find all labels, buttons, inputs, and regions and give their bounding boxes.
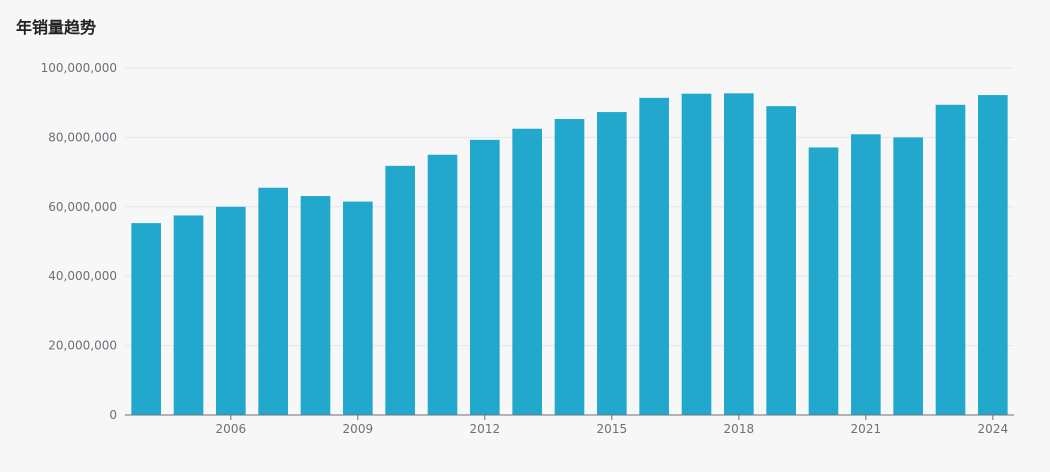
x-tick-label: 2021 xyxy=(851,422,882,436)
bar-2024 xyxy=(978,95,1008,415)
bar-2011 xyxy=(427,154,458,415)
x-tick-label: 2012 xyxy=(470,422,501,436)
bar-2005 xyxy=(173,215,204,415)
y-tick-label: 100,000,000 xyxy=(41,61,117,75)
x-tick-label: 2018 xyxy=(724,422,755,436)
y-tick-label: 0 xyxy=(109,408,117,422)
y-tick-label: 60,000,000 xyxy=(48,200,117,214)
y-tick-label: 80,000,000 xyxy=(48,130,117,144)
bar-2004 xyxy=(131,223,161,415)
bar-2019 xyxy=(766,106,796,416)
chart-title: 年销量趋势 xyxy=(16,18,97,37)
bar-2015 xyxy=(597,112,627,415)
x-tick-label: 2024 xyxy=(978,422,1009,436)
x-tick-label: 2015 xyxy=(597,422,628,436)
y-tick-label: 20,000,000 xyxy=(48,339,117,353)
x-tick-label: 2009 xyxy=(343,422,374,436)
x-tick-label: 2006 xyxy=(216,422,247,436)
bar-2012 xyxy=(470,139,500,416)
bar-2021 xyxy=(851,134,881,416)
y-tick-label: 40,000,000 xyxy=(48,269,117,283)
bar-2020 xyxy=(808,147,839,415)
bar-2022 xyxy=(893,137,923,415)
bar-2010 xyxy=(385,165,415,415)
bar-2007 xyxy=(258,187,288,415)
bar-2009 xyxy=(343,201,373,415)
bar-2006 xyxy=(216,206,246,415)
bar-2017 xyxy=(681,93,712,415)
bar-2018 xyxy=(724,93,754,416)
bar-2013 xyxy=(512,128,542,415)
bar-2008 xyxy=(300,196,331,415)
bar-2016 xyxy=(639,97,669,415)
bar-2023 xyxy=(935,104,966,416)
bar-2014 xyxy=(554,119,585,415)
